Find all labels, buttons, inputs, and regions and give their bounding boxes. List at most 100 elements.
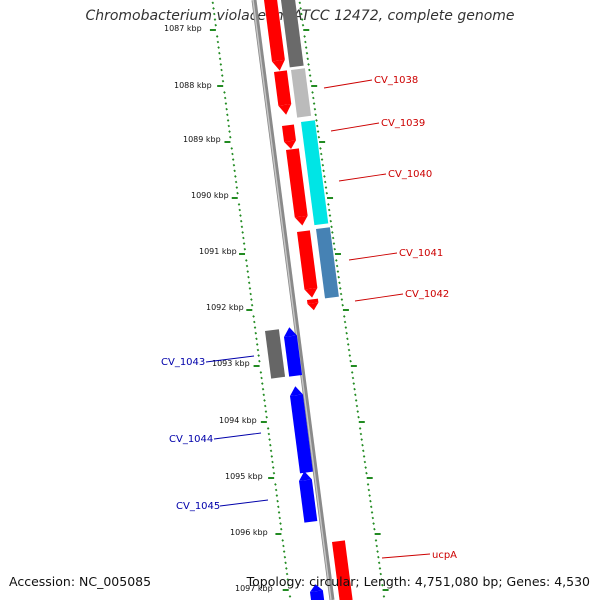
kbp-label: 1088 kbp — [174, 81, 212, 90]
minor-tick — [271, 456, 272, 458]
minor-tick — [378, 556, 379, 558]
minor-tick — [279, 517, 280, 519]
gene-block[interactable] — [297, 230, 317, 289]
gene-arrow-head — [289, 385, 303, 396]
minor-tick — [234, 170, 235, 172]
minor-tick — [222, 80, 223, 82]
genome-stats-label: Topology: circular; Length: 4,751,080 bp… — [247, 574, 590, 589]
minor-tick — [220, 58, 221, 60]
leader-line — [220, 500, 268, 506]
minor-tick — [376, 545, 377, 547]
gene-arrow-head — [295, 216, 309, 227]
minor-tick — [273, 472, 274, 474]
gene-label-cv1042[interactable]: CV_1042 — [405, 289, 449, 300]
minor-tick — [371, 512, 372, 514]
minor-tick — [225, 103, 226, 105]
minor-tick — [289, 596, 290, 598]
gene-block[interactable] — [265, 329, 285, 378]
minor-tick — [257, 349, 258, 351]
minor-tick — [377, 551, 378, 553]
minor-tick — [338, 276, 339, 278]
minor-tick — [228, 125, 229, 127]
minor-tick — [348, 344, 349, 346]
leader-line — [349, 253, 397, 260]
minor-tick — [264, 400, 265, 402]
gene-blocks — [264, 0, 353, 600]
minor-tick — [318, 131, 319, 133]
kbp-label: 1095 kbp — [225, 472, 263, 481]
gene-block[interactable] — [316, 227, 339, 298]
minor-tick — [270, 444, 271, 446]
minor-tick — [227, 114, 228, 116]
minor-tick — [273, 467, 274, 469]
gene-label-cv1044[interactable]: CV_1044 — [169, 434, 213, 445]
gene-label-cv1038[interactable]: CV_1038 — [374, 75, 418, 86]
gene-block[interactable] — [264, 0, 285, 61]
minor-tick — [262, 383, 263, 385]
minor-tick — [353, 383, 354, 385]
minor-tick — [301, 13, 302, 15]
minor-tick — [248, 276, 249, 278]
gene-label-cv1040[interactable]: CV_1040 — [388, 169, 432, 180]
minor-tick — [357, 411, 358, 413]
minor-tick — [344, 316, 345, 318]
leader-line — [339, 174, 386, 181]
minor-tick — [251, 299, 252, 301]
kbp-label: 1094 kbp — [219, 416, 257, 425]
minor-tick — [256, 338, 257, 340]
minor-tick — [247, 271, 248, 273]
gene-block[interactable] — [310, 590, 324, 600]
minor-tick — [262, 388, 263, 390]
minor-tick — [339, 282, 340, 284]
minor-tick — [317, 125, 318, 127]
gene-label-cv1041[interactable]: CV_1041 — [399, 248, 443, 259]
minor-tick — [278, 506, 279, 508]
minor-tick — [348, 349, 349, 351]
gene-label-cv1043[interactable]: CV_1043 — [161, 357, 205, 368]
leader-line — [331, 123, 379, 131]
minor-tick — [325, 187, 326, 189]
gene-label-cv1045[interactable]: CV_1045 — [176, 501, 220, 512]
minor-tick — [307, 58, 308, 60]
minor-tick — [325, 181, 326, 183]
genome-backbone — [254, 0, 332, 600]
minor-tick — [334, 248, 335, 250]
minor-tick — [360, 433, 361, 435]
minor-tick — [236, 181, 237, 183]
minor-tick — [217, 41, 218, 43]
minor-tick — [324, 176, 325, 178]
minor-tick — [346, 332, 347, 334]
minor-tick — [314, 108, 315, 110]
minor-tick — [310, 75, 311, 77]
minor-tick — [280, 523, 281, 525]
leader-line — [324, 80, 372, 88]
minor-tick — [329, 209, 330, 211]
minor-tick — [249, 288, 250, 290]
gene-block[interactable] — [282, 124, 296, 141]
minor-tick — [242, 232, 243, 234]
gene-block[interactable] — [291, 68, 311, 117]
minor-tick — [230, 136, 231, 138]
minor-tick — [279, 512, 280, 514]
minor-tick — [302, 24, 303, 26]
gene-label-cv1039[interactable]: CV_1039 — [381, 118, 425, 129]
minor-tick — [277, 500, 278, 502]
minor-tick — [237, 192, 238, 194]
gene-arrow-head — [308, 303, 320, 311]
minor-tick — [375, 540, 376, 542]
leader-line — [355, 294, 403, 301]
minor-tick — [286, 568, 287, 570]
gene-block[interactable] — [286, 148, 308, 217]
minor-tick — [212, 2, 213, 4]
gene-block[interactable] — [299, 479, 317, 522]
minor-tick — [244, 243, 245, 245]
minor-tick — [309, 69, 310, 71]
minor-tick — [246, 265, 247, 267]
minor-tick — [260, 372, 261, 374]
minor-tick — [228, 120, 229, 122]
minor-tick — [320, 148, 321, 150]
minor-tick — [322, 164, 323, 166]
gene-block[interactable] — [274, 70, 291, 105]
gene-block[interactable] — [332, 540, 353, 600]
gene-label-ucpa[interactable]: ucpA — [432, 550, 457, 561]
